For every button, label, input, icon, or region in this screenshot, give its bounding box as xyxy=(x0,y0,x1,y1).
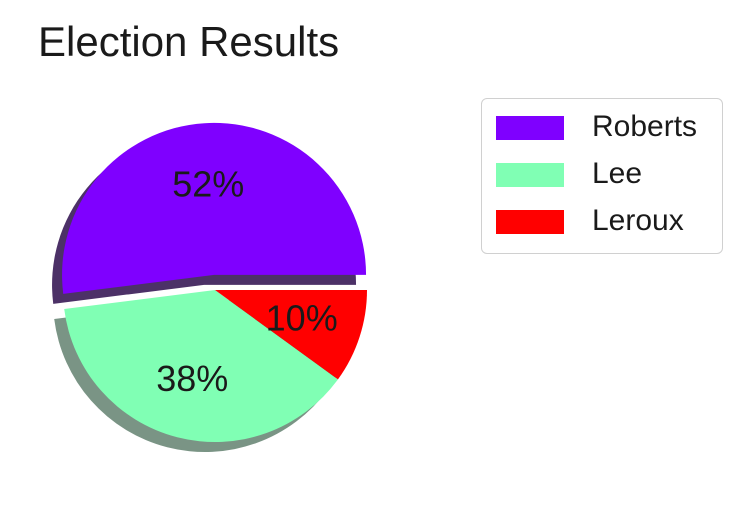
pie-slice-roberts xyxy=(62,122,367,294)
legend-swatch-lee xyxy=(496,163,564,187)
legend-label-lee: Lee xyxy=(592,157,643,190)
pie-label-leroux: 10% xyxy=(266,298,338,339)
legend-label-roberts: Roberts xyxy=(592,110,698,143)
legend: Roberts Lee Leroux xyxy=(481,98,723,254)
pie-label-layer: 52% 38% 10% xyxy=(156,163,337,398)
legend-swatch-leroux xyxy=(496,210,564,234)
pie-slice-layer xyxy=(62,122,367,442)
legend-label-leroux: Leroux xyxy=(592,204,684,237)
legend-swatch-roberts xyxy=(496,116,564,140)
pie-slice-lee xyxy=(64,290,338,442)
pie-slice-leroux xyxy=(215,290,367,380)
chart-title: Election Results xyxy=(38,18,340,65)
pie-label-lee: 38% xyxy=(156,358,228,399)
pie-label-roberts: 52% xyxy=(172,163,244,204)
